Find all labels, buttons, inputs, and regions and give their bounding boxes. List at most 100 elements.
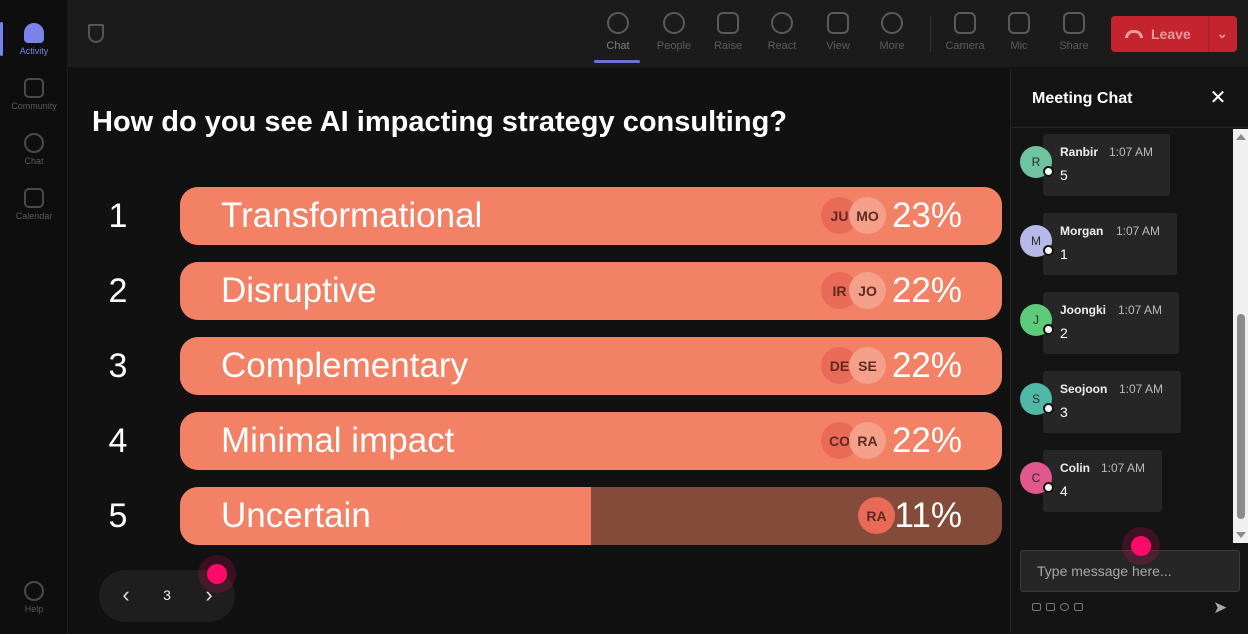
toolbar-button-people[interactable]: People [648, 10, 700, 60]
option-number: 1 [108, 197, 128, 235]
meeting-chat-panel: Meeting Chat ✕ Ranbir 1:07 AM 5 R Morgan 1:07… [1010, 68, 1248, 634]
scroll-up-arrow-icon[interactable] [1236, 134, 1246, 140]
leave-label: Leave [1151, 26, 1191, 42]
toolbar-button-label: Mic [1010, 40, 1028, 52]
close-icon[interactable]: ✕ [1209, 87, 1227, 109]
option-bar-fill [180, 487, 591, 545]
rail-item-chat[interactable]: Chat [4, 124, 64, 174]
toolbar-button-raise[interactable]: Raise [702, 10, 754, 60]
emoji-icon[interactable] [1060, 603, 1069, 611]
option-result-bar[interactable]: Complementary DE SE 22% [180, 337, 1002, 395]
option-number: 4 [108, 422, 128, 460]
message-text: 3 [1060, 404, 1068, 420]
chat-scrollbar[interactable] [1233, 129, 1248, 543]
toolbar-button-label: Raise [713, 40, 743, 52]
calendar-icon [24, 187, 44, 208]
toolbar-button-label: People [656, 40, 692, 52]
message-timestamp: 1:07 AM [1119, 382, 1164, 396]
toolbar-button-camera[interactable]: Camera [939, 10, 991, 60]
attach-icon[interactable] [1046, 603, 1055, 611]
message-timestamp: 1:07 AM [1101, 461, 1146, 475]
message-list[interactable]: Ranbir 1:07 AM 5 R Morgan 1:07 AM 1 M Joongki 1:0… [1011, 129, 1233, 543]
toolbar-button-chat[interactable]: Chat [592, 10, 644, 63]
leave-divider [1207, 16, 1209, 52]
scroll-down-arrow-icon[interactable] [1236, 532, 1246, 538]
react-icon [771, 12, 793, 34]
message-timestamp: 1:07 AM [1118, 303, 1163, 317]
raise-hand-icon [717, 12, 739, 34]
message-timestamp: 1:07 AM [1109, 145, 1154, 159]
option-label: Transformational [221, 196, 483, 235]
voter-avatar: RA [849, 422, 886, 459]
toolbar-divider [930, 16, 931, 52]
more-icon [881, 12, 903, 34]
toolbar-button-view[interactable]: View [812, 10, 864, 60]
message-bubble[interactable]: Colin 1:07 AM 4 [1043, 450, 1162, 512]
leave-button[interactable]: Leave ⌄ [1111, 16, 1237, 52]
message-bubble[interactable]: Ranbir 1:07 AM 5 [1043, 134, 1170, 196]
chevron-right-icon[interactable]: › [205, 582, 213, 607]
chevron-down-icon[interactable]: ⌄ [1216, 26, 1228, 41]
option-percentage: 22% [891, 271, 962, 310]
rail-item-calendar[interactable]: Calendar [4, 179, 64, 229]
send-icon[interactable]: ➤ [1213, 598, 1228, 617]
message-text: 5 [1060, 167, 1068, 183]
presence-status-icon [1043, 245, 1054, 256]
rail-item-label: Calendar [15, 210, 53, 221]
people-icon [663, 12, 685, 34]
help-icon [24, 580, 44, 601]
community-icon [24, 77, 44, 98]
share-icon [1063, 12, 1085, 34]
chat-message: Joongki 1:07 AM 2 J [1011, 290, 1233, 354]
option-result-bar[interactable]: Disruptive IR JO 22% [180, 262, 1002, 320]
message-input[interactable] [1021, 551, 1239, 591]
option-number: 5 [108, 497, 128, 535]
toolbar-button-share[interactable]: Share [1048, 10, 1100, 60]
mic-icon [1008, 12, 1030, 34]
rail-item-label: Community [11, 100, 57, 111]
gif-icon[interactable] [1074, 603, 1083, 611]
format-icon[interactable] [1032, 603, 1041, 611]
message-text: 2 [1060, 325, 1068, 341]
message-text: 1 [1060, 246, 1068, 262]
poll-option-row: 2 Disruptive IR JO 22% [68, 262, 1010, 320]
rail-item-label: Help [24, 603, 44, 614]
message-bubble[interactable]: Joongki 1:07 AM 2 [1043, 292, 1179, 354]
pointer-highlight [207, 564, 227, 584]
message-sender: Joongki [1060, 303, 1107, 317]
view-icon [827, 12, 849, 34]
message-sender: Seojoon [1060, 382, 1108, 396]
option-label: Uncertain [221, 496, 371, 535]
message-sender: Morgan [1060, 224, 1104, 238]
toolbar-button-label: Chat [606, 40, 630, 52]
option-result-bar[interactable]: Uncertain RA 11% [180, 487, 1002, 545]
avatar[interactable]: R [1020, 146, 1052, 178]
toolbar-button-label: More [879, 40, 905, 52]
chevron-left-icon[interactable]: ‹ [122, 582, 130, 607]
message-bubble[interactable]: Morgan 1:07 AM 1 [1043, 213, 1177, 275]
toolbar-button-react[interactable]: React [756, 10, 808, 60]
voter-avatar: SE [849, 347, 886, 384]
poll-option-row: 1 Transformational JU MO 23% [68, 187, 1010, 245]
chat-message: Ranbir 1:07 AM 5 R [1011, 132, 1233, 196]
rail-item-label: Activity [19, 45, 49, 56]
scroll-thumb[interactable] [1237, 314, 1245, 519]
toolbar-button-more[interactable]: More [866, 10, 918, 60]
option-result-bar[interactable]: Transformational JU MO 23% [180, 187, 1002, 245]
rail-item-community[interactable]: Community [4, 69, 64, 119]
rail-item-help[interactable]: Help [4, 572, 64, 622]
message-timestamp: 1:07 AM [1116, 224, 1161, 238]
option-result-bar[interactable]: Minimal impact CO RA 22% [180, 412, 1002, 470]
camera-off-icon [954, 12, 976, 34]
message-bubble[interactable]: Seojoon 1:07 AM 3 [1043, 371, 1181, 433]
avatar[interactable]: J [1020, 304, 1052, 336]
message-sender: Colin [1060, 461, 1090, 475]
toolbar-button-label: Camera [945, 40, 985, 52]
shield-icon[interactable] [88, 24, 104, 43]
presence-status-icon [1043, 166, 1054, 177]
poll-option-row: 5 Uncertain RA 11% [68, 487, 1010, 545]
toolbar-button-label: View [826, 40, 850, 52]
toolbar-button-mic[interactable]: Mic [993, 10, 1045, 60]
toolbar-button-label: React [767, 40, 797, 52]
rail-item-activity[interactable]: Activity [0, 14, 64, 64]
